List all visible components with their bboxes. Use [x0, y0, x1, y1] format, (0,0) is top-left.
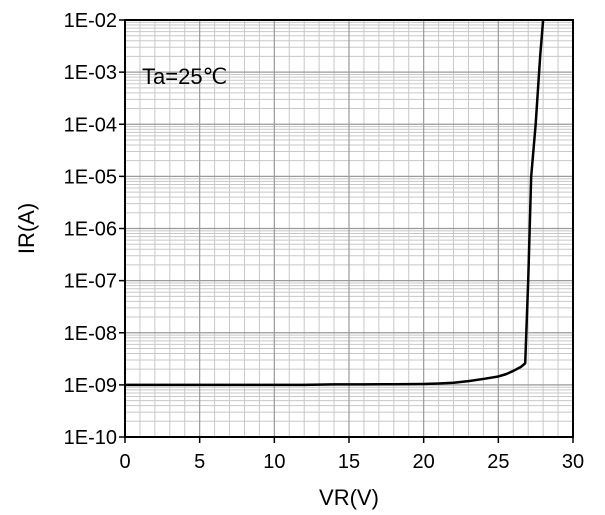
y-tick-label: 1E-10 [64, 427, 117, 449]
x-tick-label: 20 [413, 451, 435, 473]
series-line [125, 19, 545, 387]
x-tick-label: 0 [119, 451, 130, 473]
x-tick-label: 5 [194, 451, 205, 473]
y-tick-label: 1E-04 [64, 114, 117, 136]
y-tick-label: 1E-08 [64, 323, 117, 345]
tick-group [119, 19, 574, 443]
major-grid [125, 20, 573, 437]
temperature-annotation: Ta=25℃ [142, 64, 227, 89]
x-tick-label: 10 [263, 451, 285, 473]
x-tick-label: 15 [338, 451, 360, 473]
y-tick-label: 1E-09 [64, 375, 117, 397]
y-axis-title: IR(A) [14, 203, 39, 254]
x-tick-label: 25 [487, 451, 509, 473]
y-tick-label: 1E-02 [64, 10, 117, 32]
y-tick-label: 1E-03 [64, 62, 117, 84]
x-axis-title: VR(V) [319, 485, 379, 510]
y-tick-label: 1E-07 [64, 271, 117, 293]
series-group [125, 19, 545, 387]
tick-labels: 0 5 10 15 20 25 30 1E-02 1E-03 1E-04 1E-05 1E-06 1E-… [64, 10, 585, 473]
x-tick-label: 30 [562, 451, 584, 473]
y-tick-label: 1E-06 [64, 219, 117, 241]
y-tick-label: 1E-05 [64, 166, 117, 188]
